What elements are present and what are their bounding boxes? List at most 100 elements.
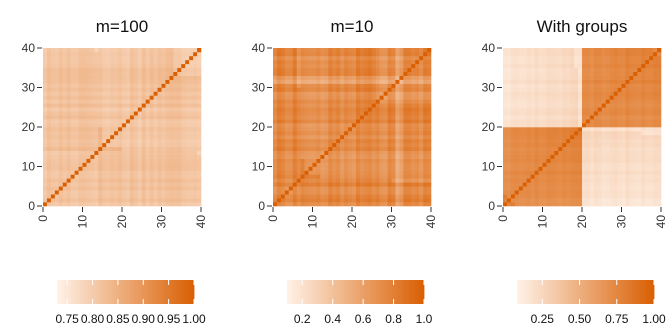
colorbar-segment (116, 280, 120, 304)
x-tick-label: 10 (76, 215, 90, 229)
heatmap-cell (375, 111, 380, 116)
heatmap-cell (609, 154, 614, 159)
heatmap-cell (122, 123, 127, 128)
heatmap-cell (312, 87, 317, 92)
heatmap-cell (161, 166, 166, 171)
heatmap-cell (145, 123, 150, 128)
colorbar-segment (114, 280, 117, 304)
heatmap-cell (578, 166, 583, 171)
heatmap-cell (181, 142, 186, 148)
heatmap-cell (383, 150, 388, 155)
heatmap-cell (625, 83, 630, 88)
heatmap-cell (601, 123, 606, 128)
heatmap-cell (629, 71, 634, 76)
heatmap-cell (395, 79, 400, 84)
heatmap-cell (336, 87, 341, 92)
heatmap-cell (411, 134, 416, 140)
heatmap-cell (129, 158, 135, 163)
heatmap-cell (367, 99, 373, 104)
heatmap-cell (165, 95, 170, 100)
heatmap-cell (82, 59, 87, 65)
heatmap-cell (506, 67, 512, 72)
heatmap-cell (70, 202, 75, 207)
heatmap-cell (304, 170, 309, 175)
heatmap-cell (177, 95, 182, 100)
heatmap-cell (193, 138, 198, 144)
heatmap-cell (308, 48, 313, 53)
heatmap-cell (304, 202, 309, 207)
heatmap-cell (609, 178, 614, 183)
heatmap-cell (308, 146, 313, 151)
heatmap-cell (340, 51, 345, 57)
heatmap-cell (336, 174, 341, 179)
heatmap-cell (609, 115, 614, 120)
heatmap-cell (328, 67, 333, 72)
heatmap-cell (530, 130, 535, 136)
heatmap-cell (86, 130, 91, 136)
heatmap-cell (574, 134, 579, 140)
heatmap-cell (403, 71, 408, 76)
heatmap-cell (550, 142, 555, 148)
heatmap-cell (645, 130, 650, 136)
heatmap-cell (379, 67, 384, 72)
heatmap-cell (165, 150, 170, 155)
heatmap-cell (288, 202, 294, 207)
heatmap-cell (566, 150, 571, 155)
heatmap-cell (617, 55, 622, 61)
heatmap-cell (530, 150, 535, 155)
heatmap-cell (173, 198, 178, 203)
heatmap-cell (514, 103, 520, 108)
heatmap-cell (82, 79, 87, 84)
colorbar-segment (178, 280, 181, 304)
heatmap-cell (292, 67, 297, 72)
heatmap-cell (300, 127, 305, 132)
heatmap-cell (395, 198, 400, 203)
heatmap-cell (542, 87, 547, 92)
heatmap-cell (570, 166, 575, 171)
heatmap-cell (522, 127, 527, 132)
heatmap-cell (82, 71, 87, 76)
heatmap-cell (570, 51, 575, 57)
heatmap-cell (352, 103, 357, 108)
heatmap-cell (601, 83, 606, 88)
heatmap-cell (122, 202, 127, 207)
heatmap-cell (617, 71, 622, 76)
heatmap-cell (149, 162, 154, 167)
heatmap-cell (415, 127, 420, 132)
heatmap-cell (94, 174, 99, 179)
heatmap-cell (129, 150, 135, 155)
heatmap-cell (514, 142, 520, 148)
heatmap-cell (542, 142, 547, 148)
heatmap-cell (280, 75, 286, 80)
heatmap-cell (316, 95, 321, 100)
heatmap-cell (114, 67, 119, 72)
heatmap-cell (110, 79, 115, 84)
heatmap-cell (280, 119, 286, 124)
heatmap-cell (649, 123, 654, 128)
heatmap-cell (613, 150, 618, 155)
heatmap-cell (621, 63, 626, 69)
heatmap-cell (522, 162, 527, 167)
heatmap-cell (185, 174, 190, 179)
heatmap-cell (304, 75, 309, 80)
heatmap-cell (149, 202, 154, 207)
colorbar-segment (100, 280, 104, 304)
heatmap-cell (304, 198, 309, 203)
heatmap-cell (530, 67, 535, 72)
heatmap-cell (296, 146, 301, 151)
heatmap-cell (617, 138, 622, 144)
heatmap-cell (593, 63, 599, 69)
colorbar-tick-label: 0.75 (55, 312, 79, 326)
heatmap-cell (280, 59, 286, 65)
heatmap-cell (522, 115, 527, 120)
heatmap-cell (367, 178, 373, 183)
heatmap-cell (273, 87, 278, 92)
heatmap-cell (292, 134, 297, 140)
heatmap-cell (363, 154, 369, 159)
heatmap-cell (617, 123, 622, 128)
heatmap-cell (312, 190, 317, 195)
heatmap-cell (82, 95, 87, 100)
heatmap-cell (118, 83, 123, 88)
heatmap-cell (320, 67, 325, 72)
heatmap-cell (340, 103, 345, 108)
